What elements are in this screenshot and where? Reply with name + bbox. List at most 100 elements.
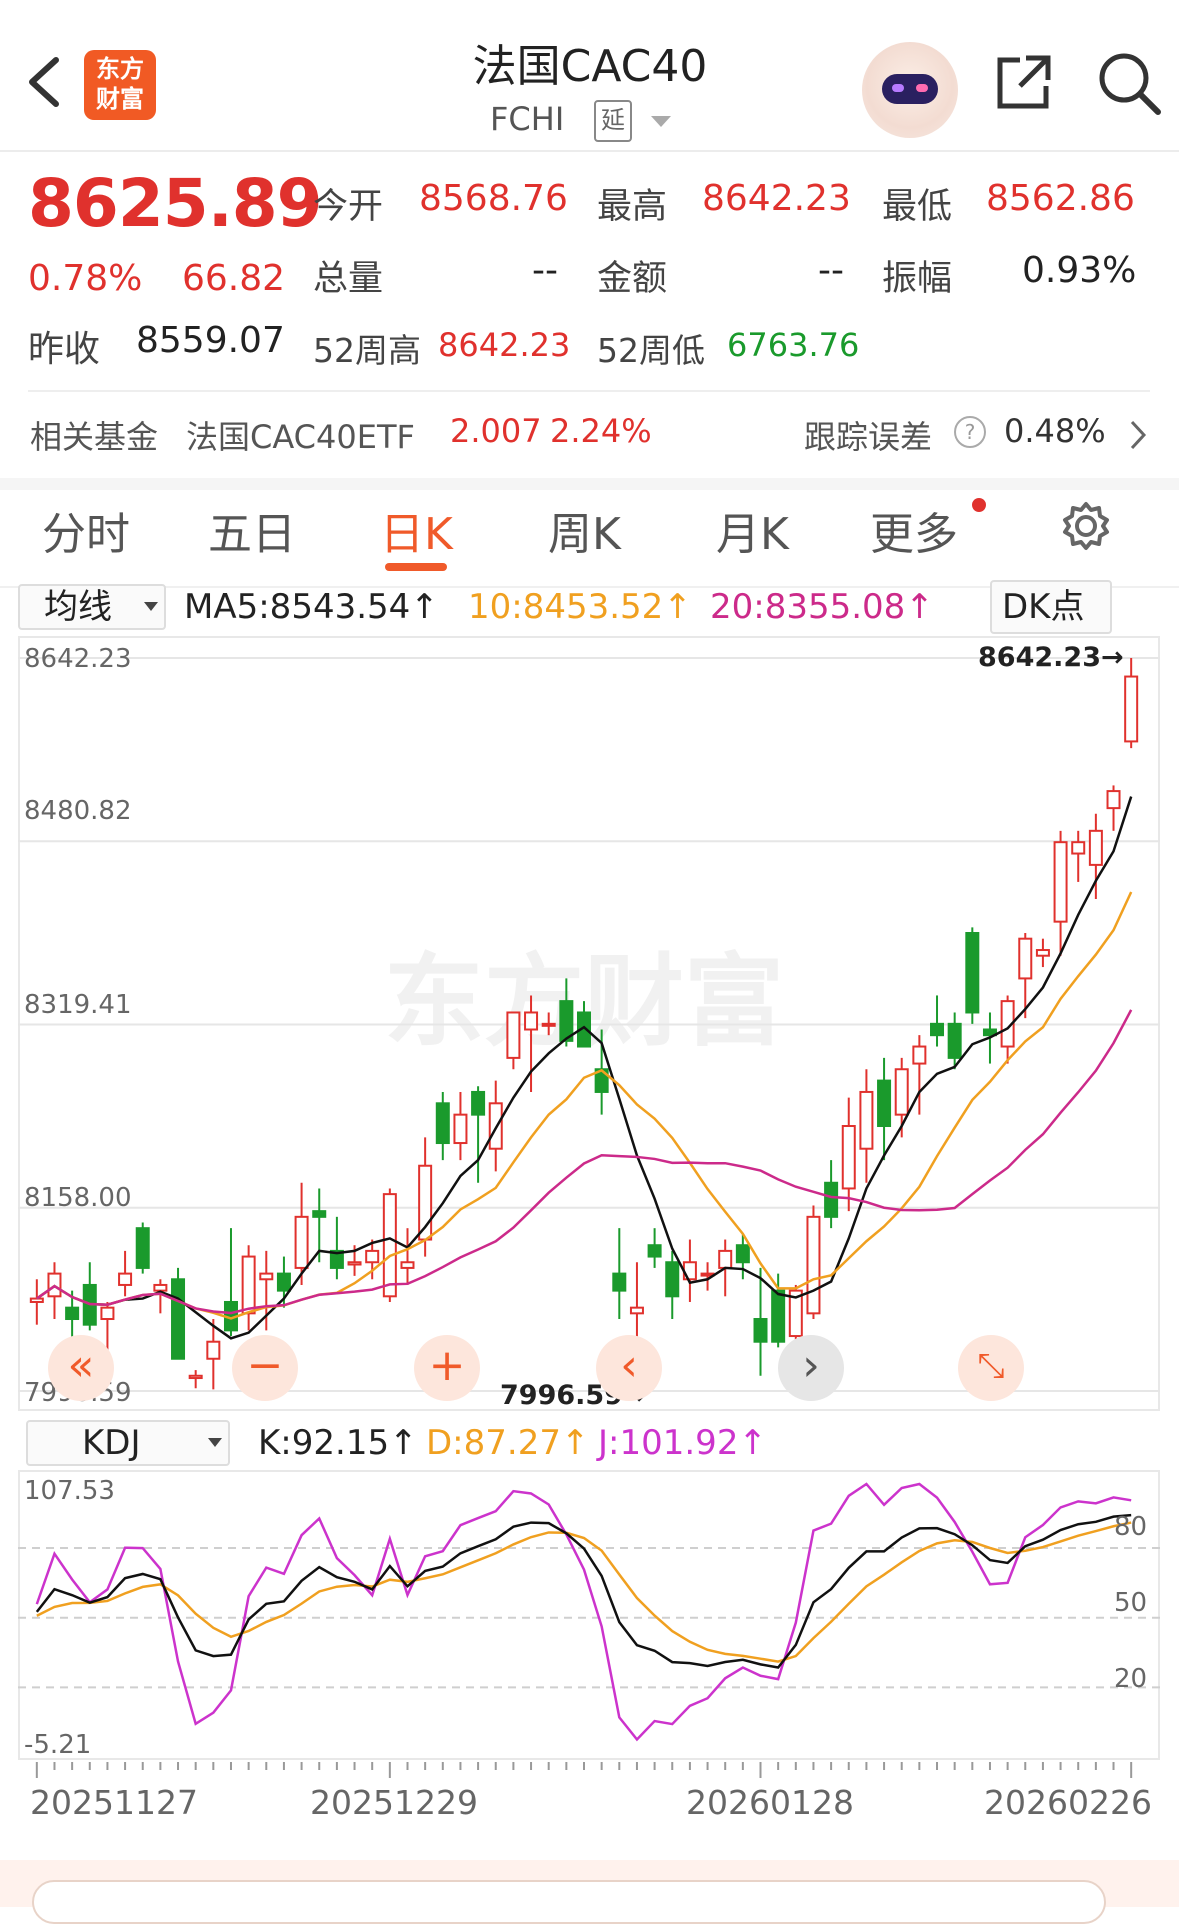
- candle-up: [347, 1261, 362, 1266]
- logo-text-line2: 财富: [96, 85, 144, 113]
- zoom-out-button[interactable]: −: [232, 1335, 298, 1401]
- kdj-d-value: D:87.27↑: [426, 1423, 590, 1463]
- notification-dot: [972, 498, 986, 512]
- candle-down: [329, 1249, 344, 1269]
- ma20-line: [36, 1009, 1133, 1315]
- kline-chart[interactable]: 东方财富: [18, 636, 1160, 1411]
- change-percent: 0.78%: [28, 258, 143, 299]
- kdj-bottom-label: -5.21: [24, 1730, 92, 1760]
- tab-daily-k[interactable]: 日K: [380, 509, 453, 560]
- kdj-k-value: K:92.15↑: [258, 1423, 418, 1463]
- date-label-2: 20251229: [310, 1783, 478, 1822]
- candle-up: [453, 1113, 468, 1145]
- candle-up: [1124, 675, 1139, 743]
- candle-down: [559, 1000, 574, 1042]
- dk-point-button[interactable]: DK点: [990, 580, 1112, 634]
- delay-badge: 延: [594, 100, 632, 142]
- fullscreen-button[interactable]: ⤡: [958, 1335, 1024, 1401]
- candle-down: [647, 1244, 662, 1258]
- comment-input[interactable]: [32, 1880, 1106, 1924]
- prev-close-label: 昨收: [28, 329, 101, 370]
- candle-up: [524, 1011, 539, 1031]
- share-icon[interactable]: [992, 50, 1056, 114]
- candle-up: [400, 1261, 415, 1269]
- volume-label: 总量: [313, 259, 384, 299]
- related-fund-pct: 2.24%: [550, 412, 652, 450]
- candle-up: [118, 1272, 133, 1286]
- select-caret-icon: [144, 602, 158, 611]
- amount-label: 金额: [597, 259, 668, 299]
- high-value: 8642.23: [702, 178, 851, 219]
- candle-down: [576, 1011, 592, 1048]
- help-icon[interactable]: ?: [954, 416, 986, 448]
- w52-high-value: 8642.23: [438, 326, 571, 364]
- candle-up: [241, 1255, 256, 1315]
- candle-down: [276, 1272, 291, 1292]
- tracking-error-value: 0.48%: [1004, 412, 1106, 450]
- kdj-label-20: 20: [1114, 1664, 1148, 1694]
- w52-low-label: 52周低: [597, 331, 705, 370]
- related-fund-row[interactable]: 相关基金 法国CAC40ETF 2.007 2.24% 跟踪误差 ? 0.48%: [28, 390, 1150, 472]
- candle-up: [382, 1193, 397, 1298]
- index-code: FCHI: [490, 100, 565, 138]
- scroll-right-button[interactable]: ›: [778, 1335, 844, 1401]
- tab-monthly-k[interactable]: 月K: [716, 509, 789, 560]
- rewind-button[interactable]: «: [48, 1335, 114, 1401]
- candle-down: [824, 1181, 839, 1218]
- candle-down: [877, 1079, 892, 1128]
- candle-down: [471, 1090, 486, 1116]
- tab-intraday[interactable]: 分时: [42, 509, 130, 560]
- ai-assistant-icon[interactable]: [862, 42, 958, 138]
- scroll-left-button[interactable]: ‹: [596, 1335, 662, 1401]
- settings-gear-icon[interactable]: [1060, 500, 1112, 556]
- ma-indicator-select[interactable]: 均线: [18, 584, 166, 630]
- prev-close-value: 8559.07: [136, 320, 285, 361]
- period-tabs: [0, 478, 1179, 588]
- candle-down: [312, 1210, 327, 1218]
- kdj-top-label: 107.53: [24, 1476, 115, 1506]
- ma-select-label: 均线: [44, 587, 112, 627]
- candle-down: [65, 1306, 80, 1321]
- candle-down: [930, 1022, 945, 1037]
- candle-up: [718, 1249, 733, 1269]
- candle-up: [541, 1022, 556, 1027]
- kdj-k-line: [35, 1513, 1132, 1669]
- w52-low-value: 6763.76: [727, 326, 860, 364]
- candle-down: [982, 1028, 997, 1037]
- zoom-in-button[interactable]: +: [414, 1335, 480, 1401]
- ma5-line: [36, 796, 1133, 1340]
- ma20-value: 20:8355.08↑: [710, 587, 934, 627]
- candle-down: [171, 1278, 186, 1360]
- kdj-chart-frame[interactable]: [18, 1470, 1160, 1760]
- candle-up: [100, 1306, 115, 1321]
- search-icon[interactable]: [1096, 50, 1162, 116]
- y-label-top: 8642.23: [24, 644, 132, 674]
- tab-more[interactable]: 更多: [870, 509, 958, 560]
- related-fund-price: 2.007: [450, 412, 542, 450]
- candle-up: [629, 1306, 644, 1315]
- candle-up: [188, 1374, 203, 1380]
- candle-up: [1035, 949, 1050, 957]
- kdj-chart[interactable]: [18, 1470, 1160, 1760]
- candle-up: [788, 1289, 803, 1338]
- kdj-indicator-select[interactable]: KDJ: [26, 1420, 230, 1466]
- date-axis-ticks: [35, 1762, 1133, 1778]
- related-fund-label: 相关基金: [30, 418, 159, 456]
- logo-text-line1: 东方: [96, 55, 144, 83]
- tab-five-day[interactable]: 五日: [208, 509, 296, 560]
- ma5-value: MA5:8543.54↑: [184, 587, 439, 627]
- volume-value: --: [532, 250, 558, 291]
- candle-down: [753, 1318, 768, 1343]
- y-label-2: 8480.82: [24, 796, 132, 826]
- dropdown-caret-icon[interactable]: [651, 116, 671, 127]
- candle-up: [894, 1068, 909, 1116]
- candle-up: [1053, 841, 1068, 923]
- related-fund-name: 法国CAC40ETF: [186, 418, 415, 456]
- back-chevron-icon[interactable]: [22, 52, 66, 112]
- open-label: 今开: [313, 187, 384, 227]
- candle-down: [665, 1261, 680, 1298]
- tab-weekly-k[interactable]: 周K: [548, 509, 621, 560]
- dk-point-label: DK点: [1002, 587, 1085, 627]
- active-tab-indicator: [385, 563, 447, 571]
- w52-high-label: 52周高: [313, 331, 421, 370]
